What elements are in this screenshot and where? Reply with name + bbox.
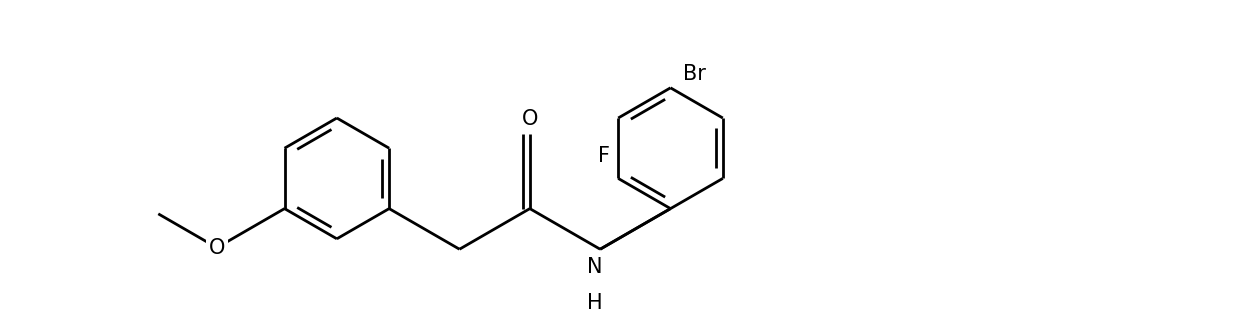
- Text: F: F: [598, 146, 609, 166]
- Text: Br: Br: [684, 64, 706, 84]
- Text: O: O: [209, 238, 225, 258]
- Text: O: O: [522, 110, 538, 129]
- Text: H: H: [587, 293, 603, 313]
- Text: N: N: [587, 256, 603, 277]
